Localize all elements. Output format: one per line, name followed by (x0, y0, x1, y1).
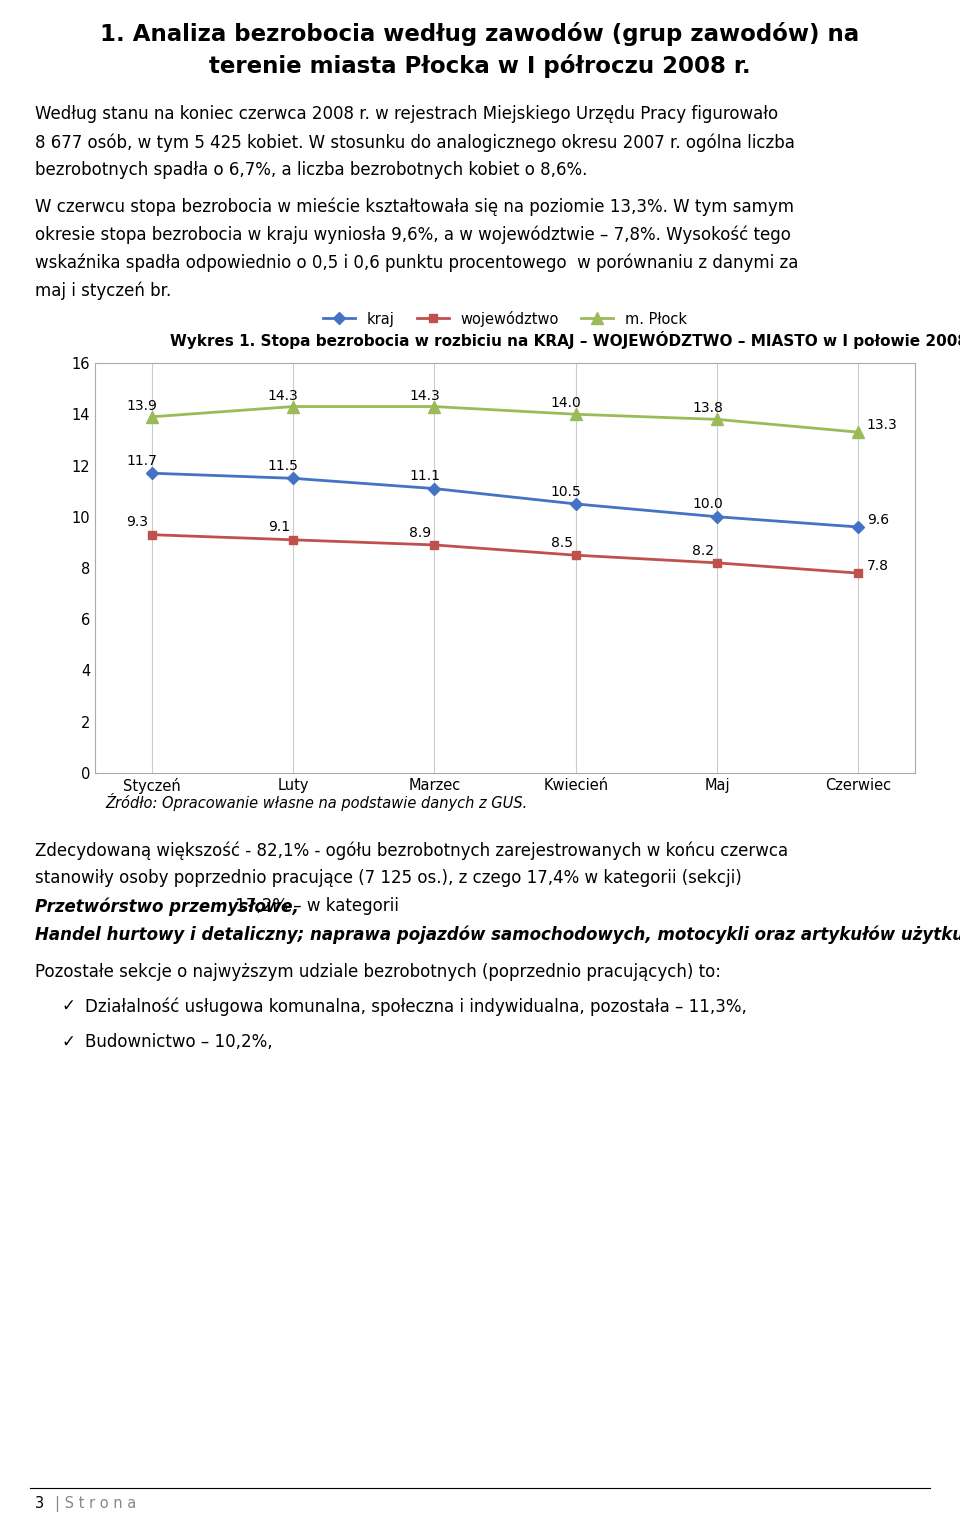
m. Płock (570, 405, 582, 424)
Text: 10.5: 10.5 (551, 484, 582, 499)
Text: 9.3: 9.3 (127, 516, 149, 530)
województwo (570, 546, 582, 564)
m. Płock (146, 407, 157, 425)
województwo (711, 554, 723, 572)
Text: Działalność usługowa komunalna, społeczna i indywidualna, pozostała – 11,3%,: Działalność usługowa komunalna, społeczn… (85, 997, 747, 1015)
Text: Pozostałe sekcje o najwyższym udziale bezrobotnych (poprzednio pracujących) to:: Pozostałe sekcje o najwyższym udziale be… (35, 962, 721, 980)
Text: Handel hurtowy i detaliczny; naprawa pojazdów samochodowych, motocykli oraz arty: Handel hurtowy i detaliczny; naprawa poj… (35, 924, 960, 944)
województwo (146, 525, 157, 543)
Text: 7.8: 7.8 (867, 560, 889, 573)
Line: województwo: województwo (148, 531, 863, 578)
Line: m. Płock: m. Płock (146, 401, 864, 437)
Text: maj i styczeń br.: maj i styczeń br. (35, 281, 171, 300)
Text: 3: 3 (35, 1496, 44, 1511)
Text: 11.5: 11.5 (268, 458, 299, 474)
m. Płock (852, 424, 864, 442)
Text: 14.3: 14.3 (268, 389, 299, 402)
Text: wskaźnika spadła odpowiednio o 0,5 i 0,6 punktu procentowego  w porównaniu z dan: wskaźnika spadła odpowiednio o 0,5 i 0,6… (35, 253, 799, 271)
m. Płock (711, 410, 723, 428)
kraj (146, 464, 157, 483)
Text: Według stanu na koniec czerwca 2008 r. w rejestrach Miejskiego Urzędu Pracy figu: Według stanu na koniec czerwca 2008 r. w… (35, 104, 779, 123)
województwo (428, 536, 440, 554)
Text: terenie miasta Płocka w I półroczu 2008 r.: terenie miasta Płocka w I półroczu 2008 … (209, 54, 751, 79)
Text: Wykres 1. Stopa bezrobocia w rozbiciu na KRAJ – WOJEWÓDZTWO – MIASTO w I połowie: Wykres 1. Stopa bezrobocia w rozbiciu na… (170, 331, 960, 350)
Text: 8.9: 8.9 (409, 525, 431, 540)
Text: Zdecydowaną większość - 82,1% - ogółu bezrobotnych zarejestrowanych w końcu czer: Zdecydowaną większość - 82,1% - ogółu be… (35, 841, 788, 859)
m. Płock (428, 398, 440, 416)
Text: Budownictwo – 10,2%,: Budownictwo – 10,2%, (85, 1033, 273, 1052)
Legend: kraj, województwo, m. Płock: kraj, województwo, m. Płock (318, 304, 692, 333)
Text: stanowiły osoby poprzednio pracujące (7 125 os.), z czego 17,4% w kategorii (sek: stanowiły osoby poprzednio pracujące (7 … (35, 868, 742, 887)
Text: bezrobotnych spadła o 6,7%, a liczba bezrobotnych kobiet o 8,6%.: bezrobotnych spadła o 6,7%, a liczba bez… (35, 160, 588, 179)
Text: 10.0: 10.0 (692, 498, 723, 511)
Text: 8.5: 8.5 (551, 536, 573, 549)
Text: 14.0: 14.0 (551, 396, 582, 410)
kraj (570, 495, 582, 513)
Text: ✓: ✓ (62, 997, 76, 1015)
Text: 8 677 osób, w tym 5 425 kobiet. W stosunku do analogicznego okresu 2007 r. ogóln: 8 677 osób, w tym 5 425 kobiet. W stosun… (35, 133, 795, 151)
Text: 9.6: 9.6 (867, 513, 889, 527)
kraj (711, 508, 723, 527)
Text: 8.2: 8.2 (692, 543, 714, 558)
Text: 14.3: 14.3 (409, 389, 440, 402)
Text: 13.3: 13.3 (867, 419, 898, 433)
Text: 1. Analiza bezrobocia według zawodów (grup zawodów) na: 1. Analiza bezrobocia według zawodów (gr… (101, 23, 859, 45)
Text: 11.7: 11.7 (127, 454, 157, 468)
kraj (287, 469, 299, 487)
Line: kraj: kraj (148, 469, 863, 531)
Text: 11.1: 11.1 (409, 469, 441, 483)
Text: Przetwórstwo przemysłowe,: Przetwórstwo przemysłowe, (35, 897, 299, 915)
Text: | S t r o n a: | S t r o n a (55, 1496, 136, 1511)
województwo (287, 531, 299, 549)
województwo (852, 564, 864, 583)
Text: 13.8: 13.8 (692, 401, 723, 416)
kraj (428, 480, 440, 498)
Text: W czerwcu stopa bezrobocia w mieście kształtowała się na poziomie 13,3%. W tym s: W czerwcu stopa bezrobocia w mieście ksz… (35, 197, 794, 215)
Text: ✓: ✓ (62, 1033, 76, 1052)
Text: 13.9: 13.9 (127, 399, 157, 413)
Text: 9.1: 9.1 (268, 520, 290, 534)
Text: okresie stopa bezrobocia w kraju wyniosła 9,6%, a w województwie – 7,8%. Wysokoś: okresie stopa bezrobocia w kraju wyniosł… (35, 225, 791, 244)
m. Płock (287, 398, 299, 416)
Text: Źródło: Opracowanie własne na podstawie danych z GUS.: Źródło: Opracowanie własne na podstawie … (105, 793, 527, 811)
kraj (852, 517, 864, 536)
Text: 17,2% – w kategorii: 17,2% – w kategorii (230, 897, 404, 915)
